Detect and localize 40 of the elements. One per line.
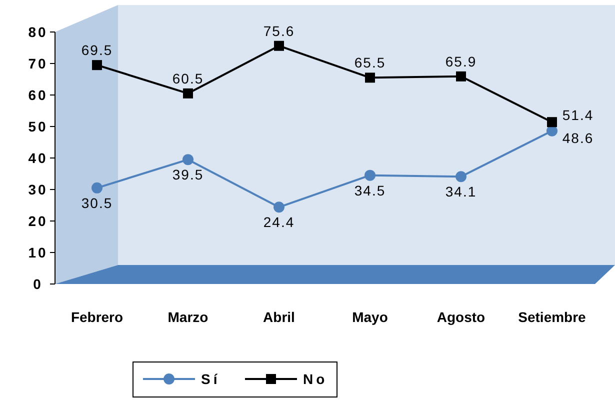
y-tick-label: 40 (28, 150, 48, 166)
point (274, 40, 284, 51)
y-tick-label: 60 (28, 87, 48, 103)
y-tick-label: 70 (28, 56, 48, 72)
data-label: 24.4 (263, 214, 295, 230)
point (274, 202, 284, 213)
legend-label: Sí (201, 371, 220, 387)
data-label: 48.6 (562, 130, 594, 146)
data-label: 69.5 (81, 42, 113, 58)
data-label: 65.5 (354, 54, 386, 71)
x-tick-label: Marzo (168, 309, 208, 325)
data-label: 39.5 (172, 166, 204, 183)
data-label: 34.5 (354, 182, 386, 198)
point (547, 117, 557, 128)
point (456, 71, 466, 82)
point (456, 171, 466, 182)
legend-label: No (303, 371, 328, 387)
x-tick-label: Abril (263, 309, 295, 325)
x-tick-label: Mayo (352, 309, 388, 325)
x-tick-label: Febrero (70, 309, 124, 325)
point (182, 154, 194, 166)
point (365, 72, 375, 83)
data-label: 30.5 (81, 194, 113, 211)
y-tick-label: 30 (28, 182, 48, 198)
point (92, 182, 102, 194)
y-tick-label: 50 (28, 118, 48, 134)
y-tick-label: 10 (28, 244, 48, 260)
y-tick-label: 20 (28, 213, 48, 229)
point (364, 170, 376, 181)
point (92, 60, 102, 70)
y-tick-label: 0 (33, 276, 43, 292)
data-label: 51.4 (562, 107, 594, 124)
data-label: 60.5 (172, 70, 204, 86)
x-tick-label: Setiembre (518, 309, 586, 325)
point (183, 88, 193, 98)
y-tick-label: 80 (28, 24, 48, 40)
data-label: 65.9 (445, 53, 477, 70)
data-label: 75.6 (263, 22, 295, 39)
x-tick-label: Agosto (436, 309, 486, 325)
data-label: 34.1 (445, 184, 477, 200)
